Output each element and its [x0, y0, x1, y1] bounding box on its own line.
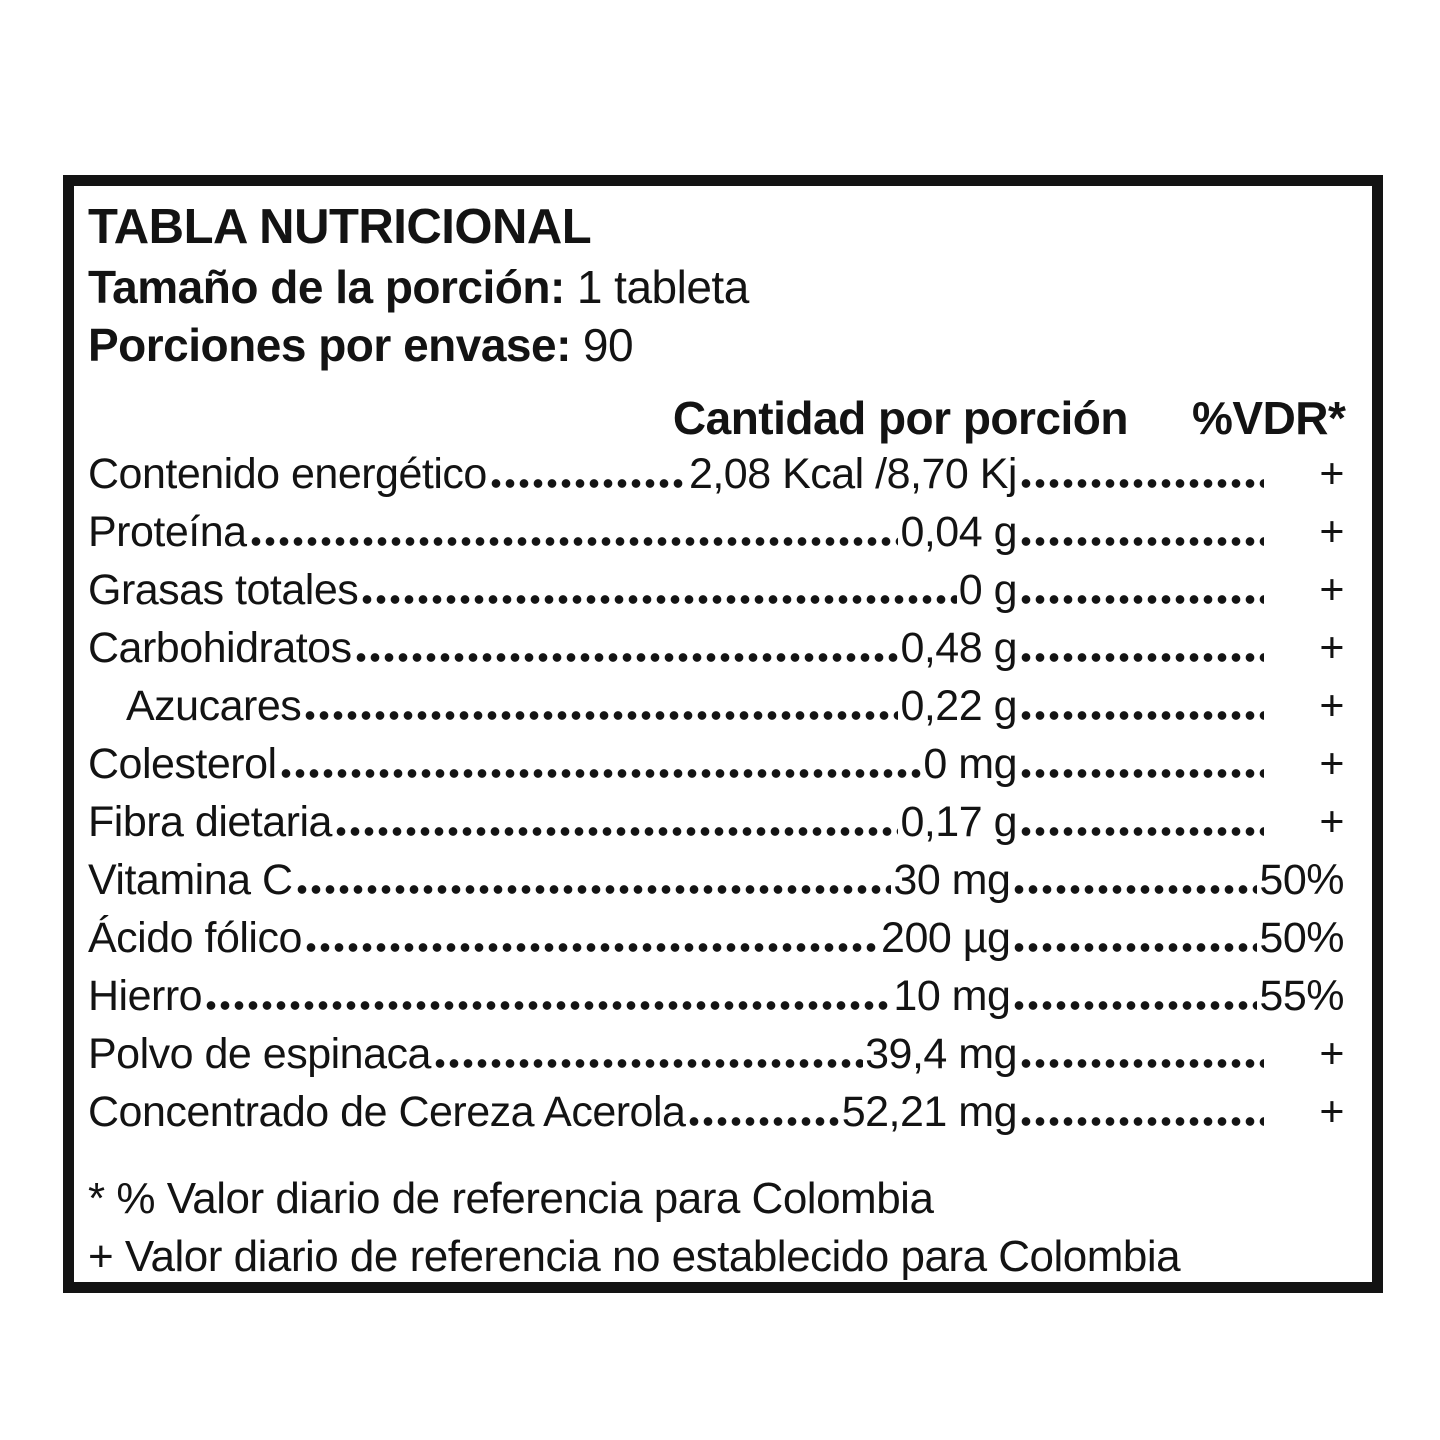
- nutrient-vdr: +: [1319, 1030, 1344, 1078]
- table-row: Polvo de espinaca 39,4 mg +: [88, 1026, 1345, 1084]
- nutrient-vdr: +: [1319, 798, 1344, 846]
- nutrient-amount: 39,4 mg: [865, 1030, 1017, 1078]
- nutrient-amount: 2,08 Kcal /8,70 Kj: [688, 450, 1018, 498]
- nutrient-name: Colesterol: [88, 740, 277, 788]
- footnotes: * % Valor diario de referencia para Colo…: [88, 1170, 1344, 1286]
- dot-leader: [432, 1059, 864, 1068]
- dot-leader: [1019, 1059, 1264, 1068]
- dot-leader: [1019, 479, 1264, 488]
- nutrient-amount: 0 g: [958, 566, 1018, 614]
- table-row: Colesterol 0 mg +: [88, 736, 1345, 794]
- table-row: Azucares 0,22 g +: [88, 678, 1345, 736]
- nutrient-name: Fibra dietaria: [88, 798, 332, 846]
- nutrient-vdr: 55%: [1259, 972, 1344, 1020]
- nutrient-name: Ácido fólico: [88, 914, 302, 962]
- nutrient-name: Hierro: [88, 972, 203, 1020]
- nutrient-vdr: +: [1319, 624, 1344, 672]
- dot-leader: [294, 885, 892, 894]
- servings-per-container-value: 90: [582, 319, 634, 371]
- footnote-daily-value-reference: * % Valor diario de referencia para Colo…: [88, 1174, 934, 1223]
- table-row: Hierro 10 mg 55%: [88, 968, 1344, 1026]
- dot-leader: [687, 1117, 840, 1126]
- nutrient-amount: 0,22 g: [900, 682, 1017, 730]
- dot-leader: [1019, 827, 1264, 836]
- dot-leader: [1019, 769, 1264, 778]
- nutrient-vdr: +: [1319, 1088, 1344, 1136]
- serving-size-label: Tamaño de la porción:: [88, 261, 565, 313]
- table-row: Contenido energético 2,08 Kcal /8,70 Kj …: [88, 446, 1345, 504]
- dot-leader: [353, 653, 899, 662]
- dot-leader: [204, 1001, 892, 1010]
- servings-per-container-label: Porciones por envase:: [88, 319, 571, 371]
- dot-leader: [1012, 943, 1258, 952]
- nutrient-amount: 200 µg: [881, 914, 1011, 962]
- nutrient-vdr: +: [1319, 682, 1344, 730]
- dot-leader: [1019, 537, 1264, 546]
- dot-leader: [278, 769, 922, 778]
- dot-leader: [1012, 1001, 1258, 1010]
- nutrient-rows: Contenido energético 2,08 Kcal /8,70 Kj …: [88, 446, 1345, 1142]
- serving-size-line: Tamaño de la porción: 1 tableta: [88, 258, 1344, 316]
- nutrient-name: Grasas totales: [88, 566, 359, 614]
- nutrient-vdr: +: [1319, 566, 1344, 614]
- vdr-column-header: %VDR*: [1192, 392, 1346, 444]
- dot-leader: [1019, 595, 1264, 604]
- dot-leader: [1019, 711, 1264, 720]
- nutrient-name: Polvo de espinaca: [88, 1030, 431, 1078]
- dot-leader: [303, 711, 899, 720]
- nutrient-name: Carbohidratos: [88, 624, 352, 672]
- dot-leader: [333, 827, 899, 836]
- dot-leader: [360, 595, 957, 604]
- nutrient-amount: 52,21 mg: [841, 1088, 1018, 1136]
- nutrient-vdr: +: [1319, 450, 1344, 498]
- nutrient-amount: 30 mg: [893, 856, 1011, 904]
- table-row: Proteína 0,04 g +: [88, 504, 1345, 562]
- nutrient-amount: 0 mg: [923, 740, 1017, 788]
- table-row: Carbohidratos 0,48 g +: [88, 620, 1345, 678]
- servings-per-container-line: Porciones por envase: 90: [88, 316, 1344, 374]
- dot-leader: [303, 943, 880, 952]
- table-row: Fibra dietaria 0,17 g +: [88, 794, 1345, 852]
- footnote-not-established: + Valor diario de referencia no establec…: [88, 1232, 1181, 1281]
- nutrient-vdr: 50%: [1259, 856, 1344, 904]
- table-row: Concentrado de Cereza Acerola 52,21 mg +: [88, 1084, 1345, 1142]
- column-header-row: Cantidad por porción %VDR*: [88, 390, 1346, 446]
- nutrient-vdr: +: [1319, 740, 1344, 788]
- serving-size-value: 1 tableta: [576, 261, 749, 313]
- dot-leader: [248, 537, 899, 546]
- dot-leader: [488, 479, 687, 488]
- nutrient-name: Concentrado de Cereza Acerola: [88, 1088, 686, 1136]
- nutrient-name: Vitamina C: [88, 856, 293, 904]
- nutrient-vdr: 50%: [1259, 914, 1344, 962]
- nutrient-name: Contenido energético: [88, 450, 487, 498]
- table-row: Ácido fólico 200 µg 50%: [88, 910, 1344, 968]
- nutrient-name: Proteína: [88, 508, 247, 556]
- dot-leader: [1012, 885, 1258, 894]
- amount-column-header: Cantidad por porción: [672, 392, 1129, 444]
- nutrient-amount: 0,48 g: [900, 624, 1017, 672]
- nutrition-table: TABLA NUTRICIONAL Tamaño de la porción: 1…: [63, 175, 1383, 1293]
- dot-leader: [1019, 1117, 1264, 1126]
- table-title: TABLA NUTRICIONAL: [88, 200, 592, 254]
- nutrient-vdr: +: [1319, 508, 1344, 556]
- table-row: Vitamina C 30 mg 50%: [88, 852, 1344, 910]
- nutrient-amount: 0,04 g: [900, 508, 1017, 556]
- dot-leader: [1019, 653, 1264, 662]
- nutrient-amount: 10 mg: [893, 972, 1011, 1020]
- nutrient-amount: 0,17 g: [900, 798, 1017, 846]
- table-row: Grasas totales 0 g +: [88, 562, 1345, 620]
- nutrient-name: Azucares: [126, 682, 302, 730]
